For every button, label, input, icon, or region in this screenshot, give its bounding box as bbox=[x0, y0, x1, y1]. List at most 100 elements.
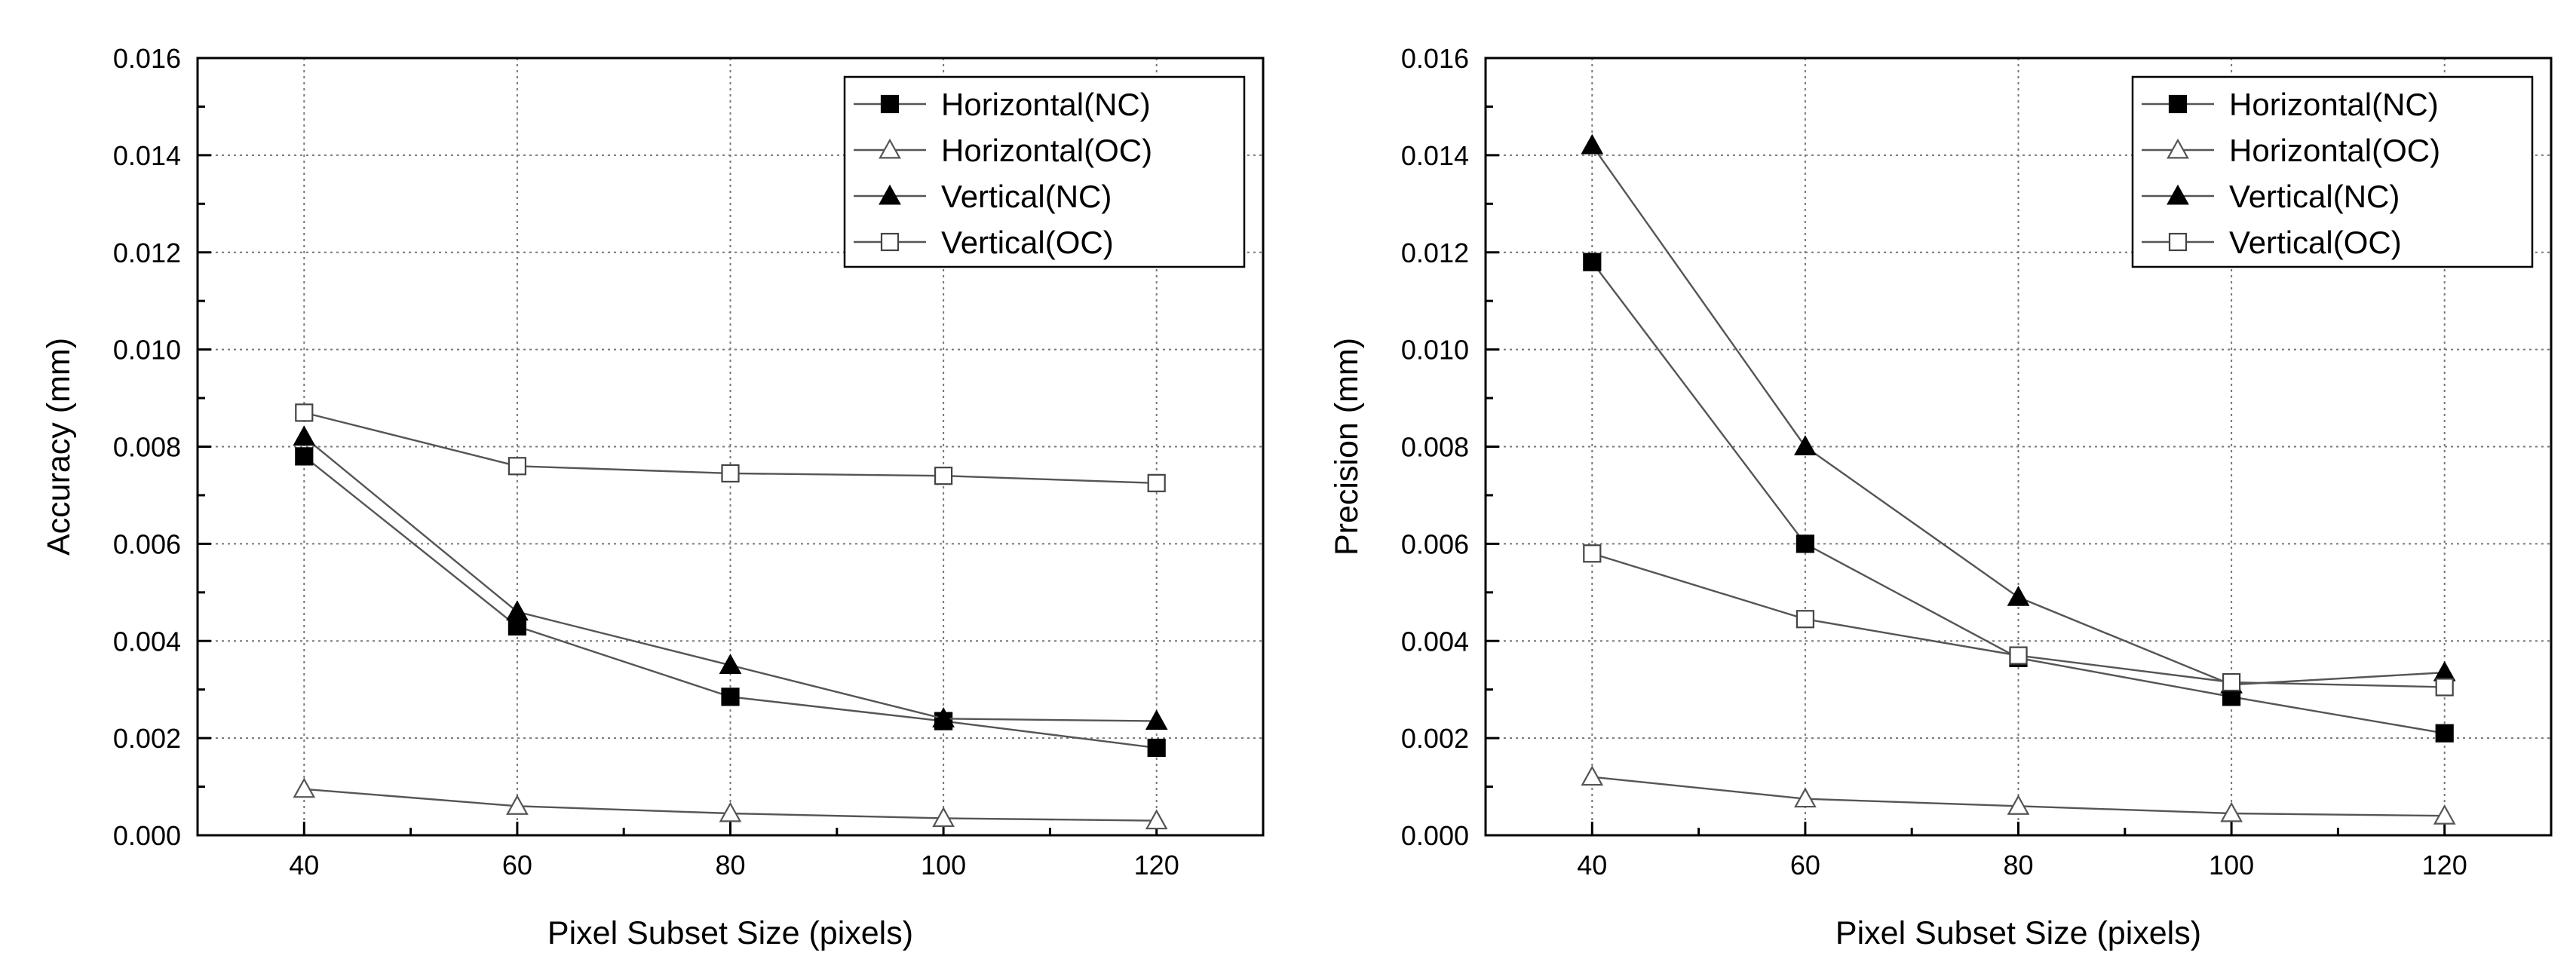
y-tick-label: 0.012 bbox=[1401, 237, 1469, 268]
data-point bbox=[1581, 765, 1604, 786]
x-tick-label: 60 bbox=[502, 850, 532, 880]
x-tick-label: 100 bbox=[921, 850, 966, 880]
series-vertical-oc bbox=[1583, 544, 2454, 697]
data-point bbox=[2433, 804, 2456, 825]
data-point bbox=[1581, 133, 1604, 155]
data-point bbox=[295, 403, 314, 422]
x-tick-label: 80 bbox=[2003, 850, 2033, 880]
y-tick-label: 0.008 bbox=[1401, 432, 1469, 463]
y-tick-label: 0.016 bbox=[1401, 43, 1469, 74]
y-tick-label: 0.016 bbox=[113, 43, 181, 74]
legend-label: Vertical(OC) bbox=[2229, 225, 2402, 260]
data-point bbox=[1147, 473, 1166, 492]
y-tick-label: 0.008 bbox=[113, 432, 181, 463]
legend-box bbox=[2131, 75, 2534, 268]
legend-marker bbox=[2168, 94, 2188, 114]
series-vertical-oc bbox=[295, 403, 1166, 492]
data-point bbox=[2433, 660, 2456, 681]
data-point bbox=[934, 467, 953, 485]
grid bbox=[1486, 58, 2551, 835]
legend-marker bbox=[880, 232, 900, 252]
legend-marker bbox=[2168, 232, 2188, 252]
data-point bbox=[506, 795, 529, 815]
series-horizontal-oc bbox=[293, 777, 1168, 830]
data-point bbox=[1145, 709, 1168, 730]
data-point bbox=[719, 654, 742, 674]
x-tick-label: 60 bbox=[1790, 850, 1820, 880]
x-tick-label: 40 bbox=[289, 850, 319, 880]
x-axis: 40 60 80 100 120 Pixel Subset Size (pixels) bbox=[196, 822, 1265, 951]
y-axis: 0.000 0.002 0.004 0.006 0.008 0.010 0.012 0.014… bbox=[1329, 43, 1499, 851]
data-point bbox=[508, 617, 527, 636]
y-axis-title: Accuracy (mm) bbox=[41, 338, 77, 556]
data-point bbox=[2007, 795, 2030, 815]
data-point bbox=[1147, 738, 1166, 758]
y-tick-label: 0.004 bbox=[113, 626, 181, 657]
precision-chart: 40 60 80 100 120 Pixel Subset Size (pixels) 0.… bbox=[1288, 0, 2576, 980]
data-point bbox=[1794, 435, 1817, 456]
legend-marker bbox=[879, 138, 901, 159]
x-tick-label: 100 bbox=[2209, 850, 2254, 880]
legend-marker bbox=[2167, 184, 2189, 205]
y-tick-label: 0.010 bbox=[113, 335, 181, 366]
x-tick-label: 120 bbox=[1134, 850, 1179, 880]
y-axis-title: Precision (mm) bbox=[1329, 338, 1365, 556]
y-tick-label: 0.002 bbox=[1401, 723, 1469, 754]
y-tick-label: 0.002 bbox=[113, 723, 181, 754]
legend: Horizontal(NC) Horizontal(OC) Vertical(NC)… bbox=[2131, 75, 2534, 268]
data-point bbox=[2435, 724, 2454, 743]
x-tick-label: 40 bbox=[1577, 850, 1607, 880]
data-point bbox=[1794, 787, 1817, 808]
data-point bbox=[508, 457, 527, 476]
data-point bbox=[721, 688, 740, 706]
legend-label: Vertical(NC) bbox=[2229, 179, 2400, 214]
y-tick-label: 0.000 bbox=[113, 820, 181, 851]
y-tick-label: 0.000 bbox=[1401, 820, 1469, 851]
data-point bbox=[719, 801, 742, 822]
series-vertical-nc bbox=[293, 425, 1168, 730]
x-tick-label: 120 bbox=[2422, 850, 2467, 880]
data-point bbox=[932, 707, 955, 727]
data-point bbox=[1796, 610, 1815, 629]
legend-marker bbox=[879, 184, 901, 205]
y-tick-label: 0.010 bbox=[1401, 335, 1469, 366]
legend-label: Vertical(OC) bbox=[941, 225, 1114, 260]
legend-label: Horizontal(NC) bbox=[941, 87, 1151, 122]
legend-label: Horizontal(NC) bbox=[2229, 87, 2439, 122]
data-point bbox=[2007, 585, 2030, 606]
legend: Horizontal(NC) Horizontal(OC) Vertical(NC)… bbox=[843, 75, 1246, 268]
legend-box bbox=[843, 75, 1246, 268]
x-axis: 40 60 80 100 120 Pixel Subset Size (pixels) bbox=[1484, 822, 2553, 951]
data-point bbox=[2009, 646, 2028, 665]
data-point bbox=[1145, 809, 1168, 830]
data-point bbox=[932, 807, 955, 827]
data-point bbox=[293, 425, 316, 446]
series-horizontal-oc bbox=[1581, 765, 2456, 825]
data-point bbox=[1583, 544, 1602, 563]
data-point bbox=[295, 447, 314, 466]
legend-label: Vertical(NC) bbox=[941, 179, 1112, 214]
legend-label: Horizontal(OC) bbox=[941, 133, 1152, 168]
data-point bbox=[293, 777, 316, 798]
y-tick-label: 0.012 bbox=[113, 237, 181, 268]
legend-marker bbox=[880, 94, 900, 114]
y-axis: 0.000 0.002 0.004 0.006 0.008 0.010 0.012 0.014… bbox=[41, 43, 211, 851]
data-point bbox=[2220, 801, 2243, 822]
y-tick-label: 0.006 bbox=[1401, 528, 1469, 559]
data-point bbox=[1583, 253, 1602, 271]
y-tick-label: 0.014 bbox=[113, 140, 181, 171]
data-point bbox=[721, 464, 740, 483]
data-point bbox=[2435, 678, 2454, 697]
data-point bbox=[2222, 672, 2241, 692]
x-axis-title: Pixel Subset Size (pixels) bbox=[547, 915, 913, 951]
y-tick-label: 0.006 bbox=[113, 528, 181, 559]
y-tick-label: 0.014 bbox=[1401, 140, 1469, 171]
accuracy-chart-svg: 40 60 80 100 120 Pixel Subset Size (pixels) 0.… bbox=[41, 43, 1265, 951]
data-point bbox=[1796, 534, 1815, 553]
precision-chart-svg: 40 60 80 100 120 Pixel Subset Size (pixels) 0.… bbox=[1329, 43, 2553, 951]
data-point bbox=[506, 600, 529, 621]
accuracy-chart: 40 60 80 100 120 Pixel Subset Size (pixels) 0.… bbox=[41, 43, 1265, 951]
x-tick-label: 80 bbox=[715, 850, 745, 880]
y-tick-label: 0.004 bbox=[1401, 626, 1469, 657]
legend-marker bbox=[2167, 138, 2189, 159]
